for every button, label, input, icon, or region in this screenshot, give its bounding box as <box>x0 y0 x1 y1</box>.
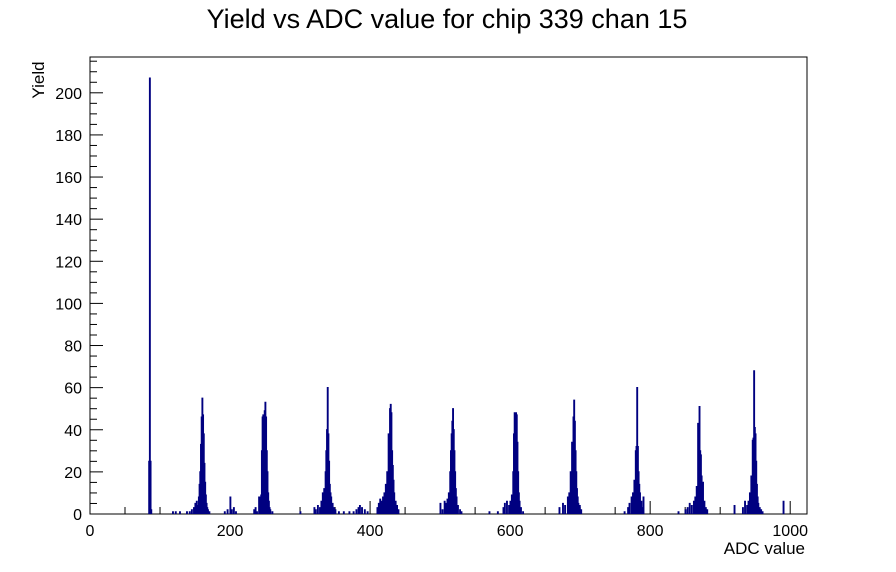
y-tick-label: 80 <box>64 339 82 356</box>
y-tick-label: 160 <box>55 170 82 187</box>
x-tick-label: 200 <box>217 523 244 540</box>
y-tick-label: 180 <box>55 128 82 145</box>
x-tick-label: 1000 <box>772 523 808 540</box>
y-axis: 0 20 40 60 80 100 120 140 160 180 200 <box>55 60 103 524</box>
y-tick-label: 0 <box>73 507 82 524</box>
y-tick-label: 100 <box>55 296 82 313</box>
y-tick-label: 20 <box>64 465 82 482</box>
histogram-series <box>148 77 785 514</box>
y-tick-label: 60 <box>64 381 82 398</box>
chart-title: Yield vs ADC value for chip 339 chan 15 <box>207 4 688 34</box>
x-axis-label: ADC value <box>724 539 805 558</box>
x-tick-label: 600 <box>497 523 524 540</box>
x-tick-label: 800 <box>637 523 664 540</box>
x-tick-label: 0 <box>86 523 95 540</box>
y-tick-label: 120 <box>55 254 82 271</box>
x-tick-label: 400 <box>357 523 384 540</box>
y-tick-label: 140 <box>55 212 82 229</box>
y-axis-label: Yield <box>29 61 48 98</box>
y-tick-label: 40 <box>64 423 82 440</box>
y-tick-label: 200 <box>55 86 82 103</box>
